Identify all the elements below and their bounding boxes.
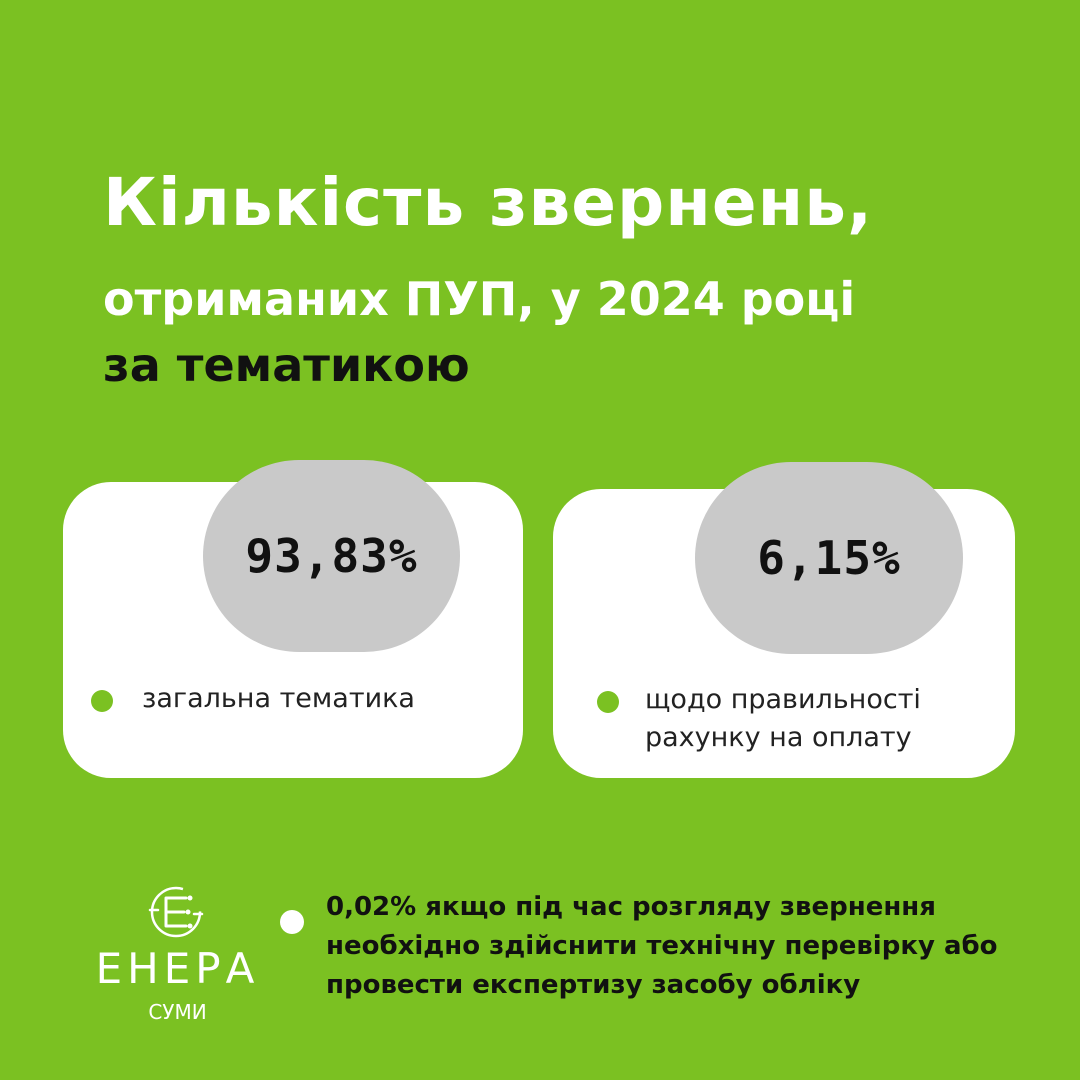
page-title-line-3: за тематикою [103,338,470,392]
logo-name: ЕНЕРА [95,944,260,993]
legend-dot-icon [597,691,619,713]
logo-city: СУМИ [148,1000,207,1024]
stat-label-billing: щодо правильності рахунку на оплату [645,684,921,753]
note-bullet-icon [280,910,304,934]
page-title-line-2: отриманих ПУП, у 2024 році [103,272,856,326]
footnote-text: 0,02% якщо під час розгляду звернення не… [326,892,998,1000]
stat-value-billing: 6,15% [695,462,963,654]
enera-logo-icon [148,886,204,938]
enera-logo: ЕНЕРА СУМИ [90,880,265,1030]
stat-label-general: загальна тематика [142,683,415,714]
page-title-line-1: Кількість звернень, [103,164,874,241]
legend-dot-icon [91,690,113,712]
stat-value-general: 93,83% [203,460,460,652]
